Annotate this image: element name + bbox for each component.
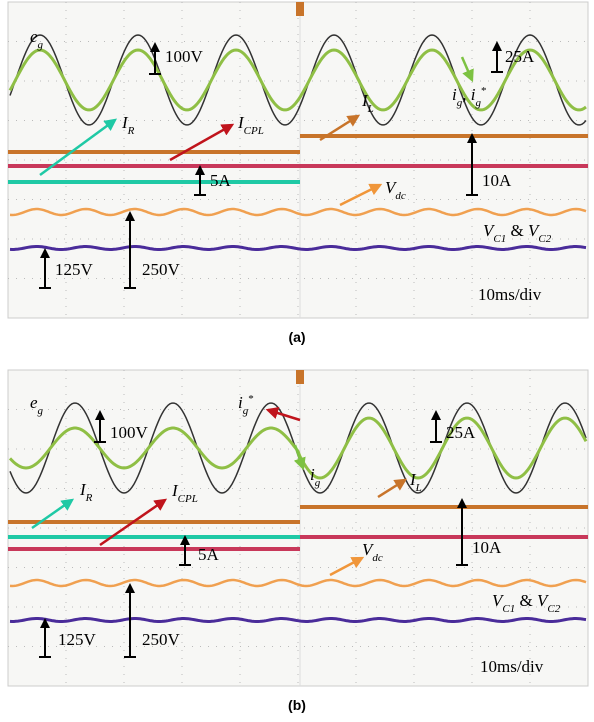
label-part: 5A xyxy=(198,545,220,564)
label-part: 25A xyxy=(446,423,476,442)
label-part: dc xyxy=(395,190,406,202)
scope-screen xyxy=(8,2,588,318)
label-part: C1 xyxy=(493,233,506,245)
waveform-label: 10ms/div xyxy=(478,285,542,304)
label-part: 125V xyxy=(55,260,94,279)
label-part: dc xyxy=(372,552,383,564)
waveform-label: 100V xyxy=(165,47,204,66)
panel-caption: (a) xyxy=(288,329,305,345)
label-part: g xyxy=(243,405,249,417)
label-part: * xyxy=(481,85,487,97)
label-part: CPL xyxy=(178,493,198,505)
label-part: & xyxy=(515,591,537,610)
waveform-label: 5A xyxy=(210,171,232,190)
label-part: L xyxy=(367,103,374,115)
label-part: CPL xyxy=(244,125,264,137)
label-part: 125V xyxy=(58,630,97,649)
waveform-label: 250V xyxy=(142,630,181,649)
label-part: R xyxy=(85,492,93,504)
label-part: g xyxy=(475,97,481,109)
label-part: 5A xyxy=(210,171,232,190)
waveform-label: 10A xyxy=(472,538,502,557)
label-part: 25A xyxy=(505,47,535,66)
waveform-label: 125V xyxy=(58,630,97,649)
waveform-label: 25A xyxy=(446,423,476,442)
waveform-label: 125V xyxy=(55,260,94,279)
label-part: C2 xyxy=(547,603,560,615)
waveform-label: 5A xyxy=(198,545,220,564)
label-part: C1 xyxy=(502,603,515,615)
waveform-label: 25A xyxy=(505,47,535,66)
label-part: L xyxy=(415,482,422,494)
waveform-label: 100V xyxy=(110,423,149,442)
label-part: g xyxy=(38,39,44,51)
waveform-label: 250V xyxy=(142,260,181,279)
label-part: , xyxy=(462,85,471,104)
label-part: g xyxy=(38,405,44,417)
label-part: R xyxy=(127,125,135,137)
figure: eg100V25AIRICPLILig, ig*5AVdc10AVC1 & VC… xyxy=(0,0,594,722)
label-part: 10ms/div xyxy=(480,657,544,676)
label-part: 10A xyxy=(472,538,502,557)
panel-caption: (b) xyxy=(288,697,306,713)
trigger-marker xyxy=(296,370,304,384)
waveform-label: 10A xyxy=(482,171,512,190)
label-part: g xyxy=(315,477,321,489)
waveform-label: 10ms/div xyxy=(480,657,544,676)
label-part: 100V xyxy=(165,47,204,66)
label-part: 10ms/div xyxy=(478,285,542,304)
label-part: C2 xyxy=(538,233,551,245)
label-part: * xyxy=(248,393,254,405)
label-part: & xyxy=(506,221,528,240)
label-part: 100V xyxy=(110,423,149,442)
label-part: 250V xyxy=(142,630,181,649)
label-part: 250V xyxy=(142,260,181,279)
label-part: 10A xyxy=(482,171,512,190)
trigger-marker xyxy=(296,2,304,16)
